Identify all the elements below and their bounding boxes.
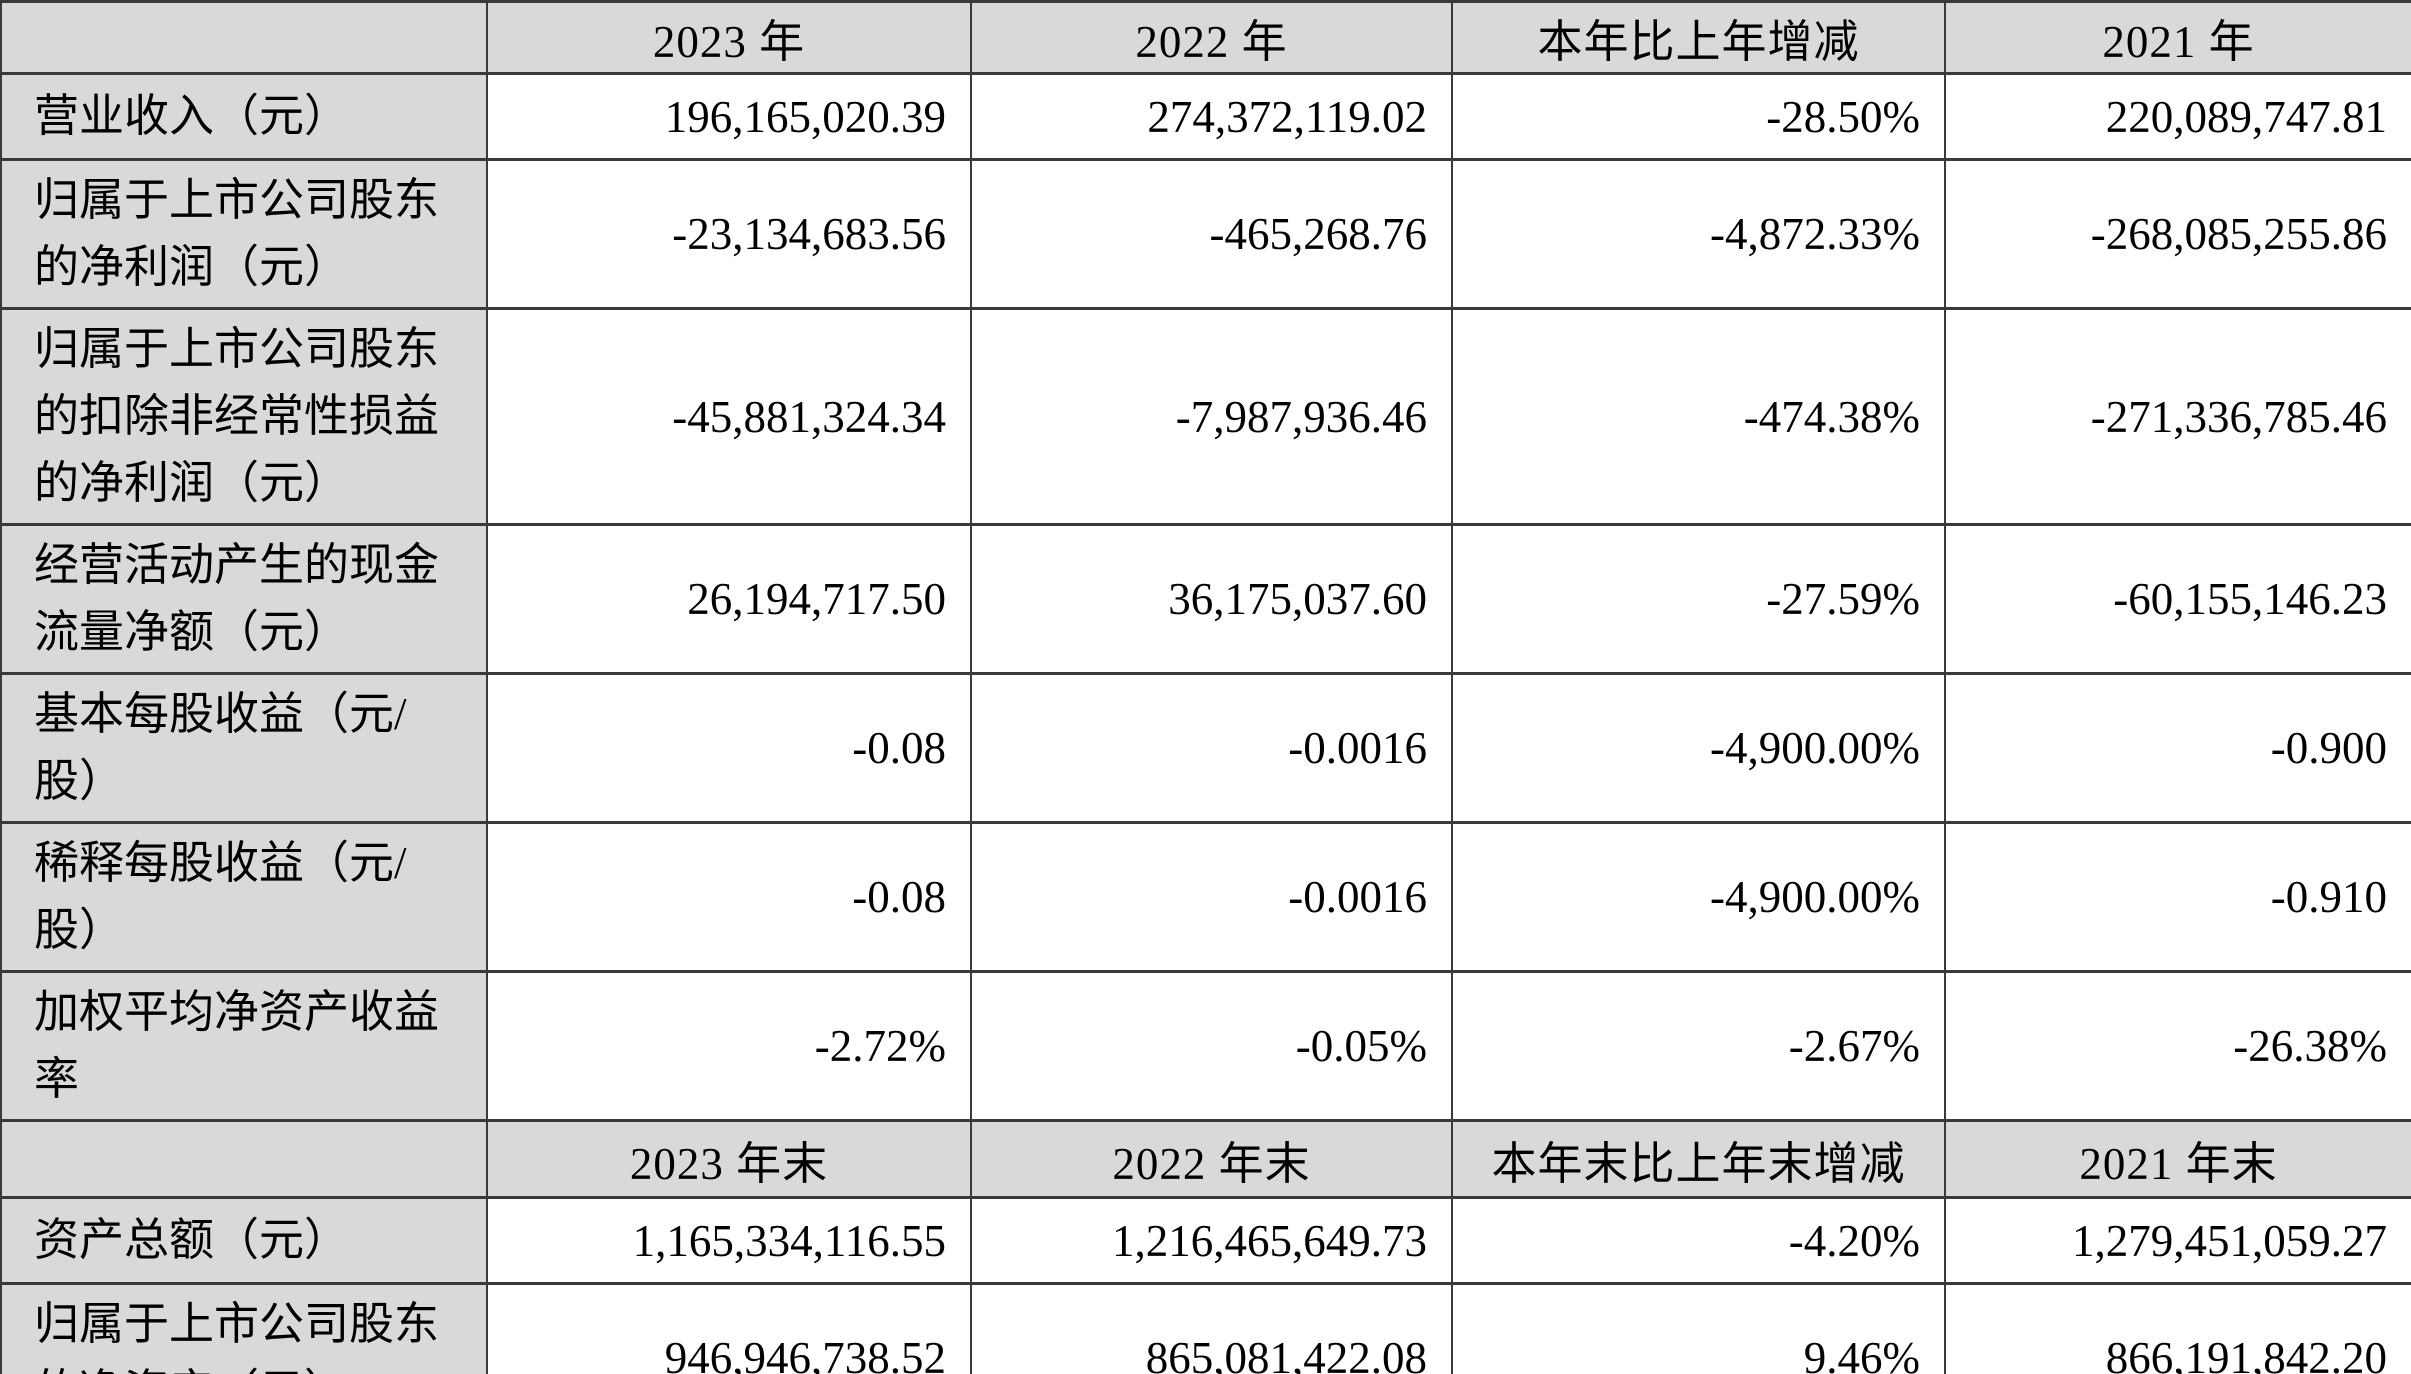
percent-cell: -28.50%	[1451, 72, 1946, 161]
value-cell: 26,194,717.50	[486, 523, 972, 675]
column-header-2023-end: 2023 年末	[486, 1119, 972, 1199]
percent-cell: -474.38%	[1451, 307, 1946, 526]
header-corner-cell	[0, 0, 488, 75]
row-label: 资产总额（元）	[0, 1196, 488, 1285]
percent-cell: -27.59%	[1451, 523, 1946, 675]
value-cell: -0.08	[486, 821, 972, 973]
table-row: 营业收入（元） 196,165,020.39 274,372,119.02 -2…	[0, 72, 2411, 161]
column-header-yoy-end-change: 本年末比上年末增减	[1451, 1119, 1946, 1199]
value-cell: -45,881,324.34	[486, 307, 972, 526]
percent-cell: -4,900.00%	[1451, 821, 1946, 973]
column-header-2022: 2022 年	[970, 0, 1453, 75]
row-label: 经营活动产生的现金流量净额（元）	[0, 523, 488, 675]
table-row: 归属于上市公司股东的净资产（元） 946,946,738.52 865,081,…	[0, 1282, 2411, 1374]
percent-cell: -0.05%	[970, 970, 1453, 1122]
value-cell: 865,081,422.08	[970, 1282, 1453, 1374]
value-cell: 866,191,842.20	[1944, 1282, 2411, 1374]
table-row: 稀释每股收益（元/股） -0.08 -0.0016 -4,900.00% -0.…	[0, 821, 2411, 973]
row-label: 营业收入（元）	[0, 72, 488, 161]
value-cell: -0.0016	[970, 821, 1453, 973]
value-cell: 274,372,119.02	[970, 72, 1453, 161]
percent-cell: -4.20%	[1451, 1196, 1946, 1285]
value-cell: -0.910	[1944, 821, 2411, 973]
percent-cell: -4,872.33%	[1451, 158, 1946, 310]
row-label: 归属于上市公司股东的净利润（元）	[0, 158, 488, 310]
value-cell: -0.0016	[970, 672, 1453, 824]
percent-cell: -4,900.00%	[1451, 672, 1946, 824]
column-header-yoy-change: 本年比上年增减	[1451, 0, 1946, 75]
value-cell: 1,279,451,059.27	[1944, 1196, 2411, 1285]
percent-cell: -2.67%	[1451, 970, 1946, 1122]
row-label: 稀释每股收益（元/股）	[0, 821, 488, 973]
value-cell: -268,085,255.86	[1944, 158, 2411, 310]
table-row: 基本每股收益（元/股） -0.08 -0.0016 -4,900.00% -0.…	[0, 672, 2411, 824]
value-cell: -0.900	[1944, 672, 2411, 824]
value-cell: 196,165,020.39	[486, 72, 972, 161]
table-row: 经营活动产生的现金流量净额（元） 26,194,717.50 36,175,03…	[0, 523, 2411, 675]
table-row: 归属于上市公司股东的净利润（元） -23,134,683.56 -465,268…	[0, 158, 2411, 310]
header-corner-cell	[0, 1119, 488, 1199]
table-row: 资产总额（元） 1,165,334,116.55 1,216,465,649.7…	[0, 1196, 2411, 1285]
row-label: 加权平均净资产收益率	[0, 970, 488, 1122]
value-cell: 1,216,465,649.73	[970, 1196, 1453, 1285]
row-label: 归属于上市公司股东的净资产（元）	[0, 1282, 488, 1374]
value-cell: -465,268.76	[970, 158, 1453, 310]
row-label: 归属于上市公司股东的扣除非经常性损益的净利润（元）	[0, 307, 488, 526]
percent-cell: -2.72%	[486, 970, 972, 1122]
row-label: 基本每股收益（元/股）	[0, 672, 488, 824]
value-cell: -0.08	[486, 672, 972, 824]
value-cell: -271,336,785.46	[1944, 307, 2411, 526]
percent-cell: -26.38%	[1944, 970, 2411, 1122]
value-cell: -23,134,683.56	[486, 158, 972, 310]
table-row: 2023 年末 2022 年末 本年末比上年末增减 2021 年末	[0, 1119, 2411, 1199]
percent-cell: 9.46%	[1451, 1282, 1946, 1374]
value-cell: -7,987,936.46	[970, 307, 1453, 526]
table-row: 加权平均净资产收益率 -2.72% -0.05% -2.67% -26.38%	[0, 970, 2411, 1122]
value-cell: 946,946,738.52	[486, 1282, 972, 1374]
value-cell: 1,165,334,116.55	[486, 1196, 972, 1285]
value-cell: -60,155,146.23	[1944, 523, 2411, 675]
column-header-2023: 2023 年	[486, 0, 972, 75]
value-cell: 220,089,747.81	[1944, 72, 2411, 161]
column-header-2022-end: 2022 年末	[970, 1119, 1453, 1199]
table-row: 归属于上市公司股东的扣除非经常性损益的净利润（元） -45,881,324.34…	[0, 307, 2411, 526]
value-cell: 36,175,037.60	[970, 523, 1453, 675]
column-header-2021-end: 2021 年末	[1944, 1119, 2411, 1199]
column-header-2021: 2021 年	[1944, 0, 2411, 75]
table-row: 2023 年 2022 年 本年比上年增减 2021 年	[0, 0, 2411, 75]
